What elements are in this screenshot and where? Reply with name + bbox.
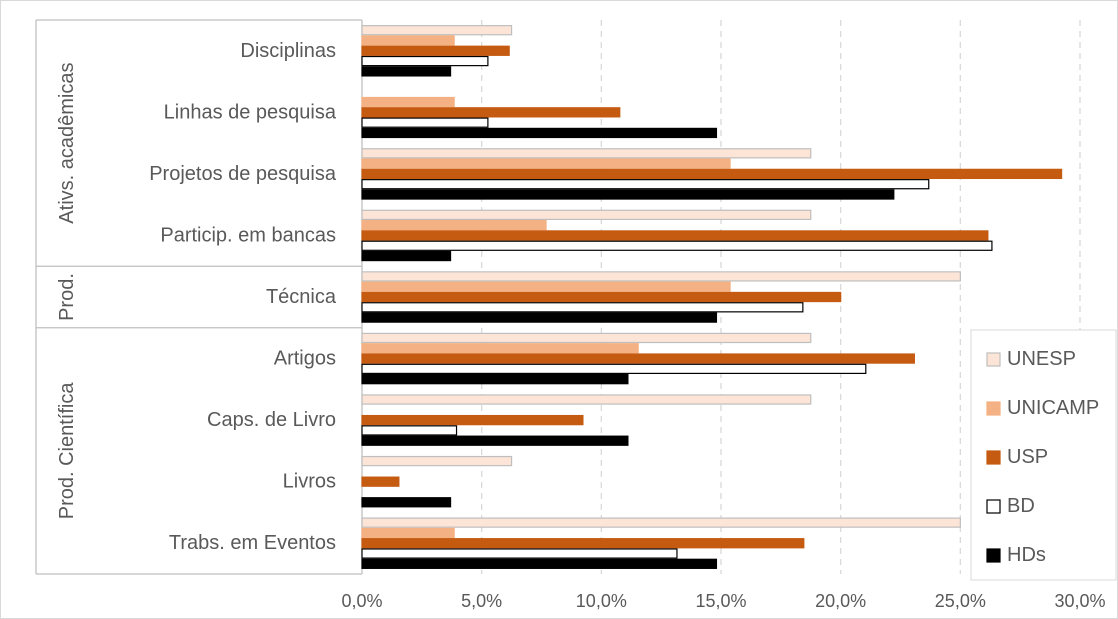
bar-bd-trabs-em-eventos: [361, 548, 678, 559]
bar-usp-linhas-de-pesquisa: [361, 107, 621, 118]
bar-unicamp-linhas-de-pesquisa: [361, 96, 455, 108]
category-label-caps-de-livro: Caps. de Livro: [207, 409, 336, 431]
legend-swatch-usp: [986, 450, 1001, 465]
bar-usp-tecnica: [361, 291, 842, 303]
bar-unicamp-projetos-de-pesquisa: [361, 158, 731, 169]
bar-bd-disciplinas: [361, 55, 489, 67]
legend-swatch-hds: [986, 548, 1001, 563]
bar-hds-particip-em-bancas: [361, 250, 452, 262]
bar-bd-artigos: [361, 363, 867, 375]
bar-bd-projetos-de-pesquisa: [361, 179, 930, 190]
bar-unicamp-tecnica: [361, 281, 731, 292]
legend-swatch-bd: [986, 499, 1001, 514]
bar-unesp-livros: [361, 455, 513, 467]
bar-bd-tecnica: [361, 302, 804, 313]
bar-hds-projetos-de-pesquisa: [361, 189, 895, 200]
bar-usp-trabs-em-eventos: [361, 538, 805, 549]
category-label-linhas-de-pesquisa: Linhas de pesquisa: [164, 101, 337, 123]
bar-unesp-particip-em-bancas: [361, 209, 812, 220]
bar-usp-projetos-de-pesquisa: [361, 168, 1063, 180]
group-label-prod-cientifica: Prod. Científica: [56, 382, 78, 520]
legend-swatch-unesp: [986, 352, 1001, 367]
bar-unesp-artigos: [361, 332, 812, 344]
bar-hds-trabs-em-eventos: [361, 558, 718, 569]
bar-unicamp-trabs-em-eventos: [361, 527, 455, 539]
bar-unesp-caps-de-livro: [361, 394, 812, 405]
x-tick-label: 0,0%: [341, 591, 382, 611]
category-table: Ativs. acadêmicas Disciplinas Linhas de pe…: [35, 19, 363, 575]
bar-unicamp-artigos: [361, 343, 639, 354]
legend-label-unicamp: UNICAMP: [1007, 397, 1099, 419]
category-label-livros: Livros: [283, 471, 336, 493]
category-label-trabs-em-eventos: Trabs. em Eventos: [169, 532, 336, 554]
category-label-tecnica: Técnica: [266, 286, 337, 308]
legend: UNESP UNICAMP USP BD HDs: [970, 329, 1117, 581]
bar-hds-tecnica: [361, 312, 718, 323]
x-tick-label: 25,0%: [935, 591, 986, 611]
x-tick-label: 5,0%: [461, 591, 502, 611]
category-label-projetos-de-pesquisa: Projetos de pesquisa: [149, 163, 337, 185]
bar-unesp-disciplinas: [361, 25, 513, 36]
bars: [361, 25, 1063, 569]
bar-bd-particip-em-bancas: [361, 240, 993, 251]
bar-hds-caps-de-livro: [361, 435, 629, 446]
bar-unicamp-disciplinas: [361, 35, 455, 46]
legend-label-unesp: UNESP: [1007, 348, 1076, 370]
bar-unesp-trabs-em-eventos: [361, 517, 961, 528]
bar-hds-livros: [361, 497, 452, 508]
x-tick-label: 30,0%: [1054, 591, 1105, 611]
bar-hds-linhas-de-pesquisa: [361, 127, 718, 139]
bar-unicamp-particip-em-bancas: [361, 219, 547, 231]
bar-usp-artigos: [361, 353, 915, 364]
bar-usp-caps-de-livro: [361, 414, 584, 426]
bar-unesp-projetos-de-pesquisa: [361, 148, 812, 159]
bar-bd-linhas-de-pesquisa: [361, 117, 489, 128]
bar-bd-caps-de-livro: [361, 425, 458, 436]
category-label-particip-em-bancas: Particip. em bancas: [160, 224, 336, 246]
legend-label-hds: HDs: [1007, 544, 1046, 566]
group-label-prod: Prod.: [56, 273, 78, 321]
x-axis: 0,0% 5,0% 10,0% 15,0% 20,0% 25,0% 30,0%: [341, 591, 1105, 611]
bar-unesp-tecnica: [361, 271, 961, 282]
group-label-ativs-academicas: Ativs. acadêmicas: [56, 63, 78, 224]
x-tick-label: 15,0%: [695, 591, 746, 611]
legend-label-bd: BD: [1007, 495, 1035, 517]
category-label-disciplinas: Disciplinas: [240, 40, 336, 62]
bar-hds-artigos: [361, 374, 629, 385]
legend-swatch-unicamp: [986, 401, 1001, 416]
bar-hds-disciplinas: [361, 66, 452, 77]
bar-usp-disciplinas: [361, 45, 510, 56]
legend-label-usp: USP: [1007, 446, 1048, 468]
x-tick-label: 20,0%: [815, 591, 866, 611]
category-label-artigos: Artigos: [274, 348, 336, 370]
bar-usp-particip-em-bancas: [361, 230, 989, 241]
x-tick-label: 10,0%: [576, 591, 627, 611]
bar-usp-livros: [361, 476, 400, 487]
